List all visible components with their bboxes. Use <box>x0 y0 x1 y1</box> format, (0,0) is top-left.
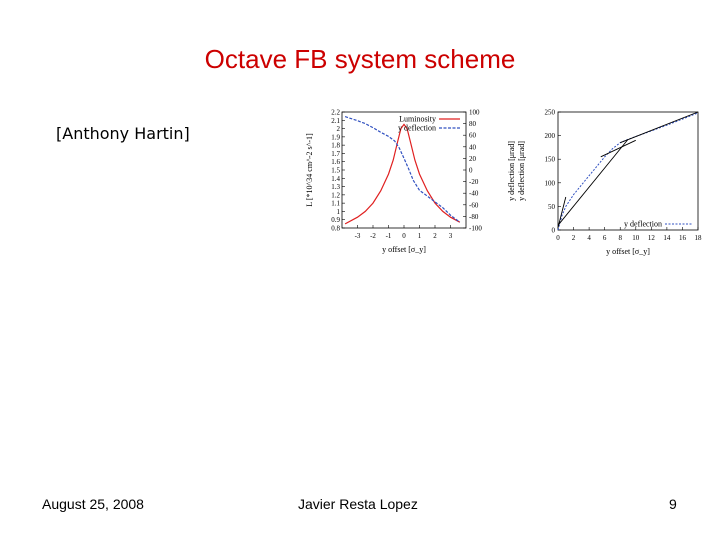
left-x-tick-label: 1 <box>418 232 422 240</box>
left-y-tick-label: 1.4 <box>331 175 340 183</box>
right-y-tick-label: 50 <box>548 203 556 211</box>
left-y2-tick-label: 60 <box>469 132 477 140</box>
left-x-tick-label: -2 <box>370 232 376 240</box>
deflection-curve-chart: 0 2 4 6 8 10 12 14 16 18 250 200 150 100 50 0 y deflect… <box>507 109 703 257</box>
left-y-tick-label: 2 <box>337 125 341 133</box>
left-legend-label: Luminosity <box>399 115 436 124</box>
tangent-line-high <box>620 111 699 144</box>
right-plot-frame <box>557 111 699 231</box>
left-y2-tick-label: 20 <box>469 155 477 163</box>
left-y-tick-label: 0.9 <box>331 216 340 224</box>
left-y2-tick-label: 100 <box>469 109 480 117</box>
left-y-tick-label: 1 <box>337 208 341 216</box>
left-y-tick-label: 1.6 <box>331 158 340 166</box>
left-y-tick-label: 1.3 <box>331 183 340 191</box>
left-y-tick-label: 1.2 <box>331 191 340 199</box>
left-y-tick-label: 1.9 <box>331 133 340 141</box>
right-x-tick-label: 4 <box>587 234 591 242</box>
left-y-tick-label: 2.1 <box>331 117 340 125</box>
right-x-tick-label: 12 <box>648 234 656 242</box>
right-y-tick-label: 200 <box>545 132 556 140</box>
right-y-tick-label: 150 <box>545 156 556 164</box>
left-y-tick-label: 1.7 <box>331 150 340 158</box>
right-x-tick-label: 18 <box>695 234 703 242</box>
left-y2-tick-label: 40 <box>469 143 477 151</box>
left-chart-ylabel: L [*10^34 cm^-2 s^-1] <box>305 133 314 207</box>
left-x-tick-label: 2 <box>433 232 437 240</box>
left-y-tick-label: 1.5 <box>331 167 340 175</box>
footer-author: Javier Resta Lopez <box>298 496 418 512</box>
right-y-tick-label: 0 <box>552 227 556 235</box>
luminosity-series-line <box>344 123 461 225</box>
slide-title: Octave FB system scheme <box>204 44 516 74</box>
left-y-tick-label: 2.2 <box>331 109 340 117</box>
left-x-tick-label: 0 <box>402 232 406 240</box>
right-x-tick-label: 8 <box>618 234 622 242</box>
footer-page-number: 9 <box>669 496 677 512</box>
right-chart-xlabel: y offset [σ_y] <box>606 247 650 256</box>
left-y2-tick-label: -20 <box>469 178 479 186</box>
left-x-tick-label: -3 <box>355 232 361 240</box>
right-chart-ylabel-secondary: y deflection [μrad] <box>517 141 526 201</box>
luminosity-deflection-chart: -3 -2 -1 0 1 2 32.22.121.91.81.71.61.51.41.31.… <box>305 109 482 255</box>
right-x-tick-label: 2 <box>572 234 576 242</box>
left-y2-tick-label: -80 <box>469 213 479 221</box>
right-x-tick-label: 10 <box>632 234 640 242</box>
right-y-tick-label: 100 <box>545 179 556 187</box>
right-x-tick-label: 16 <box>679 234 687 242</box>
left-y2-tick-label: -40 <box>469 190 479 198</box>
left-y2-tick-label: -60 <box>469 201 479 209</box>
right-legend-label: y deflection <box>624 220 662 229</box>
left-y-tick-label: 1.8 <box>331 142 340 150</box>
left-y2-tick-label: -100 <box>469 225 482 233</box>
left-y2-tick-label: 80 <box>469 120 477 128</box>
tangent-line-mid <box>557 139 629 226</box>
left-x-tick-label: -1 <box>386 232 392 240</box>
right-chart-ylabel: y deflection [μrad] <box>507 141 516 201</box>
left-chart-xlabel: y offset [σ_y] <box>382 245 426 254</box>
deflection-series-line <box>344 116 461 223</box>
tangent-line-knee <box>600 139 636 158</box>
left-y-tick-label: 0.8 <box>331 225 340 233</box>
left-y2-tick-label: 0 <box>469 167 473 175</box>
footer-date: August 25, 2008 <box>42 496 144 512</box>
left-y-tick-label: 1.1 <box>331 200 340 208</box>
left-x-tick-label: 3 <box>449 232 453 240</box>
deflection-curve-line <box>557 112 699 231</box>
tangent-line-low <box>557 196 567 228</box>
right-x-tick-label: 6 <box>603 234 607 242</box>
right-y-tick-label: 250 <box>545 109 556 117</box>
right-x-tick-label: 0 <box>556 234 560 242</box>
right-x-tick-label: 14 <box>663 234 671 242</box>
attribution-text: [Anthony Hartin] <box>56 124 190 143</box>
left-legend-label: y deflection <box>398 124 436 133</box>
